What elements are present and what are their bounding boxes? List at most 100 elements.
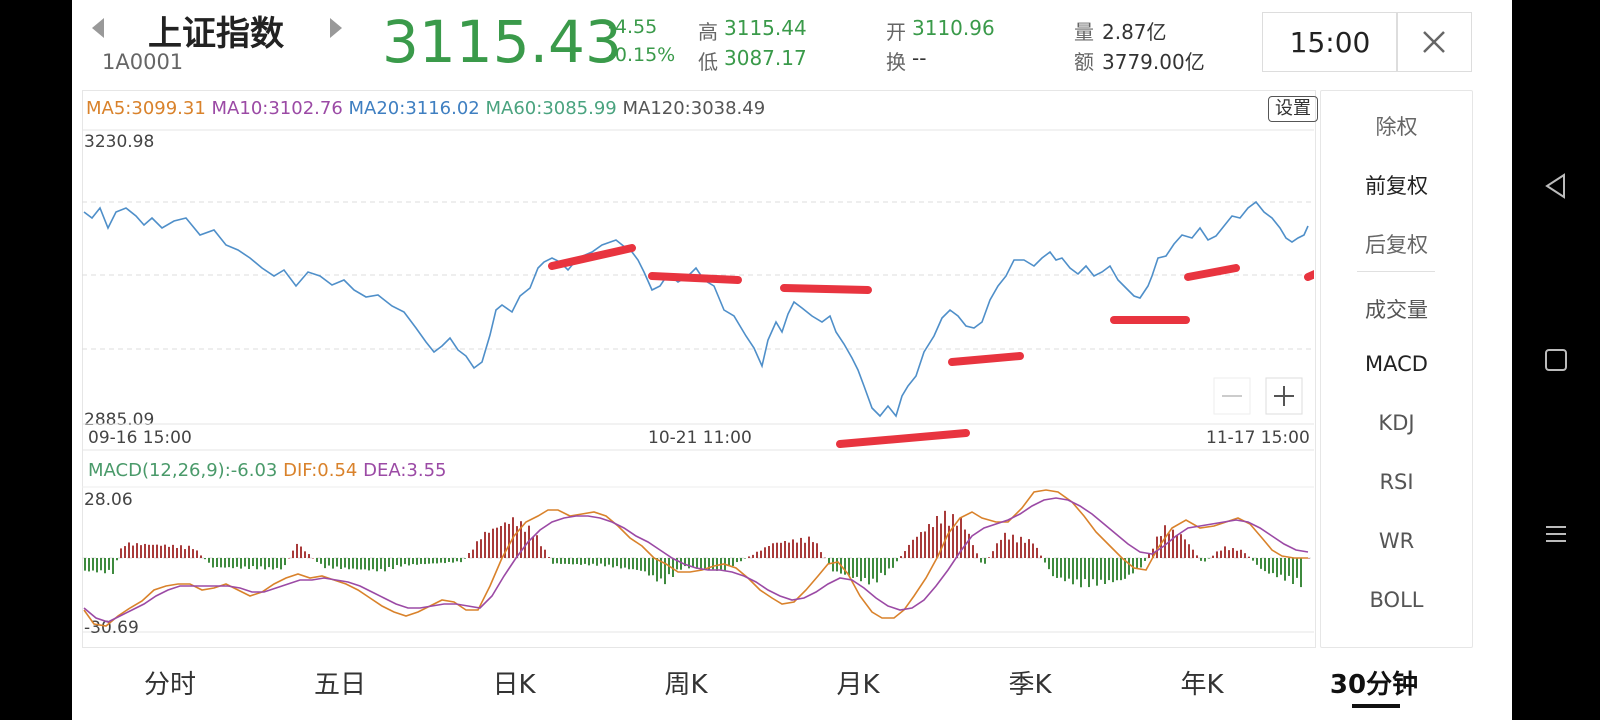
macd-bar xyxy=(444,558,446,564)
macd-bar xyxy=(88,558,90,572)
macd-bar xyxy=(488,532,490,558)
side-item-volume[interactable]: 成交量 xyxy=(1365,298,1428,322)
macd-bar xyxy=(868,558,870,585)
macd-bar xyxy=(1140,558,1142,568)
open-value: 3110.96 xyxy=(912,16,995,40)
macd-bar xyxy=(1212,555,1214,558)
macd-bar xyxy=(1108,558,1110,581)
macd-bar xyxy=(864,558,866,578)
tab-30-minute[interactable]: 30分钟 xyxy=(1329,670,1419,700)
macd-bar xyxy=(664,558,666,585)
tab-yearly-k[interactable]: 年K xyxy=(1180,670,1224,700)
side-item-backward-adjust[interactable]: 后复权 xyxy=(1365,233,1428,257)
macd-bar xyxy=(124,546,126,558)
macd-bar xyxy=(172,544,174,558)
macd-bar xyxy=(908,544,910,558)
macd-bar xyxy=(184,549,186,558)
macd-bar xyxy=(1120,558,1122,581)
side-item-kdj[interactable]: KDJ xyxy=(1378,411,1415,435)
macd-bar xyxy=(156,544,158,558)
menu-button[interactable] xyxy=(1512,504,1600,564)
turnover-label: 换 xyxy=(886,50,906,74)
tab-intraday[interactable]: 分时 xyxy=(143,670,196,700)
macd-bar xyxy=(308,554,310,558)
macd-bar xyxy=(584,558,586,564)
side-item-wr[interactable]: WR xyxy=(1378,529,1415,553)
home-button[interactable] xyxy=(1512,330,1600,390)
macd-bar xyxy=(428,558,430,564)
macd-bar xyxy=(916,536,918,558)
macd-bar xyxy=(280,558,282,570)
macd-bar xyxy=(84,558,86,571)
tab-quarterly-k[interactable]: 季K xyxy=(1008,670,1052,700)
macd-bar xyxy=(108,558,110,570)
high-label: 高 xyxy=(698,20,718,44)
macd-bar xyxy=(1252,558,1254,561)
macd-bar xyxy=(540,546,542,558)
macd-bar xyxy=(896,558,898,562)
next-index-arrow-icon[interactable] xyxy=(324,14,348,42)
side-item-rsi[interactable]: RSI xyxy=(1379,470,1414,494)
close-icon xyxy=(1423,31,1445,53)
side-item-macd[interactable]: MACD xyxy=(1365,352,1428,376)
macd-bar xyxy=(1236,550,1238,558)
macd-bar xyxy=(136,543,138,558)
prev-index-arrow-icon[interactable] xyxy=(86,14,110,42)
macd-bar xyxy=(996,543,998,558)
macd-bar xyxy=(872,558,874,579)
side-item-boll[interactable]: BOLL xyxy=(1369,588,1424,612)
tab-weekly-k[interactable]: 周K xyxy=(664,670,708,700)
ma60-legend: MA60:3085.99 xyxy=(485,98,617,119)
macd-bar xyxy=(1300,558,1302,588)
macd-bar xyxy=(552,558,554,564)
macd-bar xyxy=(836,558,838,572)
back-triangle-icon xyxy=(1545,173,1565,199)
macd-bar xyxy=(1204,558,1206,562)
macd-bar xyxy=(376,558,378,572)
macd-bar xyxy=(340,558,342,569)
macd-bar xyxy=(752,554,754,558)
macd-bar xyxy=(844,558,846,575)
macd-bar xyxy=(640,558,642,571)
ma20-legend: MA20:3116.02 xyxy=(348,98,480,119)
dif-line xyxy=(83,489,1308,627)
macd-bar xyxy=(808,536,810,558)
macd-bar xyxy=(700,558,702,569)
macd-bar xyxy=(324,558,326,569)
macd-bar xyxy=(900,556,902,558)
macd-bar xyxy=(480,539,482,558)
back-button[interactable] xyxy=(1512,156,1600,216)
macd-bar xyxy=(680,558,682,570)
side-item-forward-adjust[interactable]: 前复权 xyxy=(1365,174,1428,198)
macd-bar xyxy=(292,550,294,558)
date-mid: 10-21 11:00 xyxy=(648,428,752,448)
macd-bar xyxy=(576,558,578,564)
macd-bar xyxy=(684,558,686,567)
macd-bar xyxy=(1020,536,1022,558)
macd-bar xyxy=(312,558,314,559)
tab-five-day[interactable]: 五日 xyxy=(313,670,366,700)
macd-bar xyxy=(420,558,422,564)
side-item-ex-rights[interactable]: 除权 xyxy=(1375,115,1418,139)
macd-bar xyxy=(464,558,466,559)
tab-monthly-k[interactable]: 月K xyxy=(836,670,880,700)
macd-bar xyxy=(1280,558,1282,575)
tab-daily-k[interactable]: 日K xyxy=(492,670,536,700)
macd-bar xyxy=(200,555,202,558)
macd-bar xyxy=(300,546,302,558)
macd-bar xyxy=(144,543,146,558)
amount-value: 3779.00亿 xyxy=(1102,50,1205,74)
macd-bar xyxy=(860,558,862,582)
macd-bar xyxy=(588,558,590,566)
settings-button[interactable]: 设置 xyxy=(1268,96,1318,122)
macd-bar xyxy=(476,541,478,558)
macd-bar xyxy=(544,549,546,558)
macd-bar xyxy=(192,549,194,558)
macd-bar xyxy=(592,558,594,564)
macd-bar xyxy=(196,550,198,558)
macd-bar xyxy=(716,558,718,571)
macd-bar xyxy=(416,558,418,565)
time-box[interactable]: 15:00 xyxy=(1262,12,1398,72)
close-button[interactable] xyxy=(1396,12,1472,72)
macd-bar xyxy=(204,558,206,560)
